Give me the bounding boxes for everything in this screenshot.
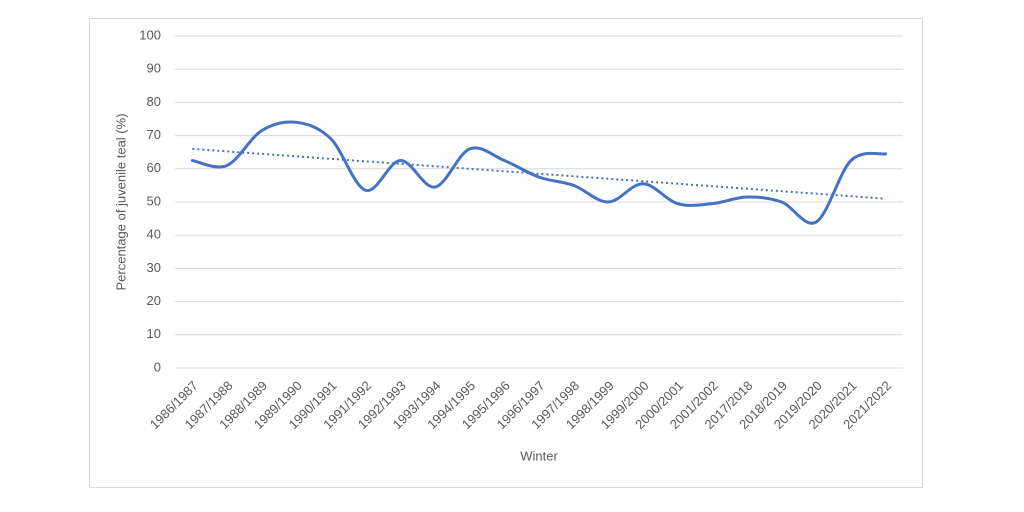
chart-frame [89, 18, 923, 488]
trendline [192, 147, 886, 200]
y-tick-label: 10 [147, 326, 161, 341]
y-tick-label: 30 [147, 260, 161, 275]
y-tick-label: 20 [147, 293, 161, 308]
y-tick-label: 40 [147, 227, 161, 242]
y-tick-label: 70 [147, 127, 161, 142]
y-tick-label: 80 [147, 94, 161, 109]
y-tick-label: 60 [147, 160, 161, 175]
x-axis-label: Winter [520, 448, 558, 463]
line [190, 120, 888, 225]
y-tick-label: 100 [139, 27, 161, 42]
y-axis-label: Percentage of juvenile teal (%) [113, 113, 128, 290]
y-tick-label: 50 [147, 193, 161, 208]
y-tick-label: 90 [147, 61, 161, 76]
y-tick-label: 0 [154, 359, 161, 374]
